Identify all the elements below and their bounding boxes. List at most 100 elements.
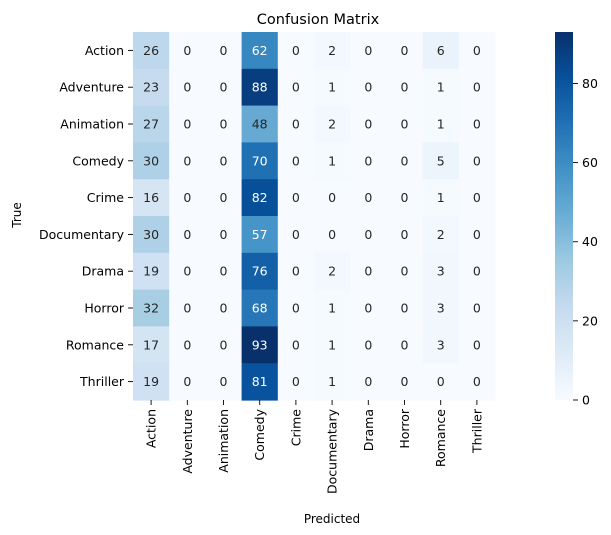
heatmap-cell bbox=[386, 68, 424, 107]
cell-value-label: 32 bbox=[143, 301, 159, 316]
cell-value-label: 5 bbox=[437, 153, 445, 168]
heatmap-cell bbox=[133, 216, 170, 254]
cell-value-label: 1 bbox=[328, 374, 336, 389]
cell-value-label: 93 bbox=[252, 337, 268, 352]
heatmap-cell bbox=[422, 142, 460, 180]
colorbar: 0 20 40 60 80 bbox=[555, 32, 598, 408]
cell-value-label: 6 bbox=[437, 43, 445, 58]
x-tick-label: Romance bbox=[433, 409, 448, 467]
cell-value-label: 0 bbox=[401, 337, 409, 352]
heatmap-cell bbox=[314, 32, 351, 70]
heatmap-cell bbox=[241, 68, 279, 107]
cell-value-label: 1 bbox=[437, 117, 445, 132]
cell-value-label: 0 bbox=[220, 264, 228, 279]
cell-value-label: 0 bbox=[183, 43, 191, 58]
heatmap-cell bbox=[314, 105, 351, 143]
cell-value-label: 0 bbox=[183, 227, 191, 242]
cell-value-label: 0 bbox=[473, 337, 481, 352]
heatmap-cell bbox=[277, 289, 315, 327]
heatmap-cell bbox=[350, 142, 387, 180]
heatmap-cell bbox=[241, 326, 279, 364]
cell-value-label: 0 bbox=[220, 80, 228, 95]
cell-value-label: 0 bbox=[473, 227, 481, 242]
cell-value-label: 0 bbox=[183, 80, 191, 95]
cell-value-label: 0 bbox=[473, 80, 481, 95]
heatmap-cell bbox=[277, 105, 315, 143]
heatmap-cell bbox=[241, 105, 279, 143]
cell-value-label: 0 bbox=[364, 190, 372, 205]
heatmap-cell bbox=[458, 289, 496, 327]
heatmap-cell bbox=[422, 252, 460, 291]
x-tick-label: Thriller bbox=[469, 408, 484, 454]
heatmap-cell bbox=[133, 252, 170, 291]
heatmap-cell bbox=[314, 363, 351, 401]
y-tick-label: Horror bbox=[84, 301, 124, 316]
cell-value-label: 0 bbox=[292, 227, 300, 242]
heatmap-cell bbox=[458, 68, 496, 107]
heatmap-cell bbox=[241, 289, 279, 327]
heatmap-cell bbox=[133, 363, 170, 401]
cell-value-label: 0 bbox=[183, 117, 191, 132]
heatmap-cell bbox=[277, 326, 315, 364]
cell-value-label: 0 bbox=[292, 264, 300, 279]
heatmap-cell bbox=[422, 289, 460, 327]
cell-value-label: 2 bbox=[328, 264, 336, 279]
cell-value-label: 0 bbox=[437, 374, 445, 389]
cell-value-label: 76 bbox=[252, 264, 268, 279]
cell-value-label: 0 bbox=[292, 80, 300, 95]
heatmap-cell bbox=[169, 32, 206, 70]
cell-value-label: 23 bbox=[143, 80, 159, 95]
heatmap-cell bbox=[169, 142, 206, 180]
y-tick-label: Action bbox=[85, 43, 124, 58]
heatmap-cell bbox=[241, 216, 279, 254]
cell-value-label: 0 bbox=[328, 190, 336, 205]
heatmap-cell bbox=[386, 216, 424, 254]
cell-value-label: 82 bbox=[252, 190, 268, 205]
heatmap-cell bbox=[314, 216, 351, 254]
colorbar-tick-label: 40 bbox=[582, 234, 598, 249]
heatmap-cell bbox=[169, 105, 206, 143]
cell-value-label: 0 bbox=[364, 337, 372, 352]
heatmap-cell bbox=[133, 326, 170, 364]
cell-value-label: 0 bbox=[183, 337, 191, 352]
heatmap-cell bbox=[205, 105, 243, 143]
cell-value-label: 0 bbox=[183, 264, 191, 279]
heatmap-cell bbox=[169, 363, 206, 401]
heatmap-cell bbox=[458, 216, 496, 254]
cell-value-label: 88 bbox=[252, 80, 268, 95]
heatmap-cell bbox=[386, 252, 424, 291]
cell-value-label: 3 bbox=[437, 337, 445, 352]
cell-value-label: 57 bbox=[252, 227, 268, 242]
heatmap-cell bbox=[205, 142, 243, 180]
cell-value-label: 2 bbox=[328, 117, 336, 132]
heatmap-cell bbox=[314, 142, 351, 180]
heatmap-cell bbox=[350, 32, 387, 70]
heatmap-cell bbox=[277, 216, 315, 254]
cell-value-label: 27 bbox=[143, 117, 159, 132]
y-tick-label: Thriller bbox=[79, 374, 125, 389]
chart-title: Confusion Matrix bbox=[257, 12, 380, 28]
x-tick-label: Crime bbox=[288, 409, 303, 447]
x-tick-label: Action bbox=[144, 409, 159, 448]
heatmap-cell bbox=[277, 179, 315, 217]
heatmap-cell bbox=[205, 252, 243, 291]
heatmap-cell bbox=[458, 105, 496, 143]
x-axis-label: Predicted bbox=[304, 512, 360, 526]
cell-value-label: 0 bbox=[220, 117, 228, 132]
cell-value-label: 0 bbox=[473, 190, 481, 205]
heatmap-cell bbox=[386, 363, 424, 401]
colorbar-tick-label: 20 bbox=[582, 313, 598, 328]
cell-value-label: 0 bbox=[220, 190, 228, 205]
heatmap-cell bbox=[350, 216, 387, 254]
cell-value-label: 48 bbox=[252, 117, 268, 132]
cell-value-label: 17 bbox=[143, 337, 159, 352]
cell-value-label: 0 bbox=[183, 190, 191, 205]
heatmap-cell bbox=[422, 68, 460, 107]
cell-value-label: 0 bbox=[401, 374, 409, 389]
y-tick-label: Romance bbox=[66, 337, 124, 352]
cell-value-label: 0 bbox=[292, 153, 300, 168]
cell-value-label: 3 bbox=[437, 301, 445, 316]
heatmap-cell bbox=[350, 179, 387, 217]
cell-value-label: 0 bbox=[183, 153, 191, 168]
y-tick-label: Drama bbox=[82, 264, 124, 279]
